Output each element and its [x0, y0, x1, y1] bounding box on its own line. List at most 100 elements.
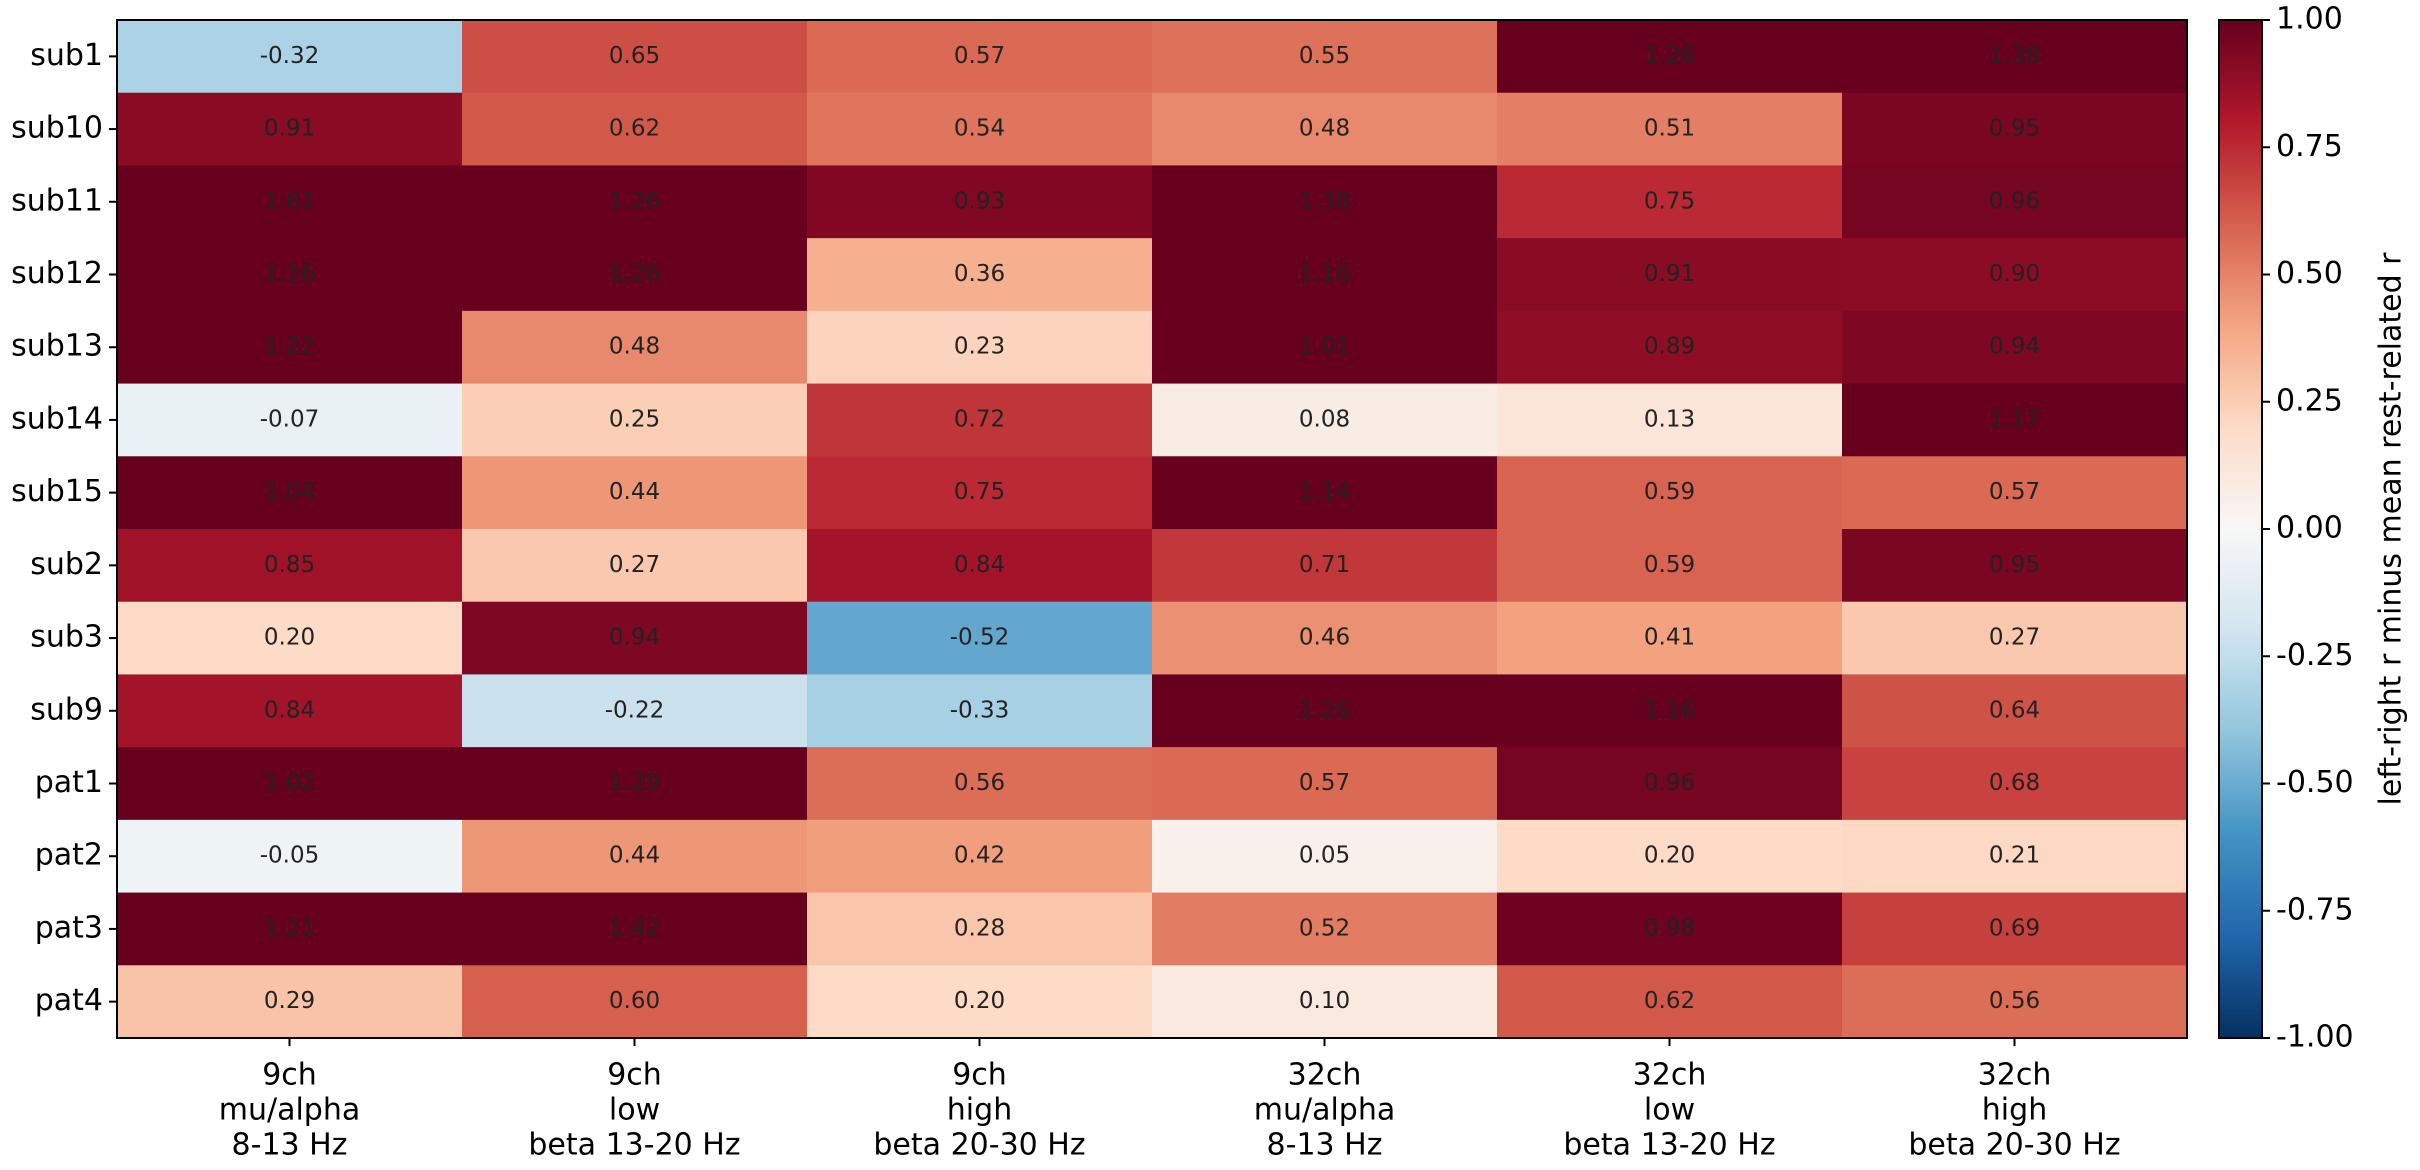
cell-label: 0.57 [1989, 479, 2040, 505]
cell [462, 965, 808, 1039]
cell-label: 0.59 [1644, 479, 1695, 505]
cell [1842, 601, 2188, 675]
y-tick-label: sub14 [11, 401, 103, 436]
cell [1842, 456, 2188, 530]
cell-label: 0.13 [1644, 406, 1695, 432]
cell [1842, 819, 2188, 894]
cell-label: 1.38 [1989, 43, 2040, 69]
cell [117, 238, 463, 312]
cell [807, 601, 1153, 675]
y-tick-label: sub2 [30, 547, 103, 582]
cell [117, 747, 463, 821]
cell-label: 0.84 [954, 552, 1005, 578]
cell-label: 1.22 [264, 334, 315, 360]
cell [807, 165, 1153, 239]
cell [1842, 383, 2188, 457]
cell [1842, 20, 2188, 94]
cell-label: 1.04 [264, 479, 315, 505]
cell [1497, 20, 1843, 94]
cell [807, 20, 1153, 94]
cell [1497, 747, 1843, 821]
x-tick-label: low [1644, 1093, 1695, 1128]
cell [1842, 238, 2188, 312]
cell-label: 1.21 [264, 915, 315, 941]
cell-label: 0.64 [1989, 697, 2040, 723]
cell [117, 892, 463, 966]
cell-label: 1.02 [264, 770, 315, 796]
x-tick-label: high [1982, 1093, 2047, 1128]
cell [1497, 892, 1843, 966]
cell-label: 1.26 [1644, 43, 1695, 69]
cell-label: 1.16 [1644, 697, 1695, 723]
x-tick-label: 32ch [1633, 1058, 1707, 1093]
cell-label: 0.68 [1989, 770, 2040, 796]
cell [807, 456, 1153, 530]
cell-label: 0.62 [1644, 988, 1695, 1014]
cell [1152, 20, 1498, 94]
cell [117, 601, 463, 675]
colorbar-tick-label: -0.25 [2276, 638, 2354, 673]
cell-label: 0.57 [954, 43, 1005, 69]
cell-label: 0.44 [609, 843, 660, 869]
x-tick-label: high [947, 1093, 1012, 1128]
cell-label: 0.95 [1989, 116, 2040, 142]
cell [117, 965, 463, 1039]
cell [462, 92, 808, 166]
cell [462, 383, 808, 457]
cell-label: 0.44 [609, 479, 660, 505]
colorbar-tick-label: -0.75 [2276, 892, 2354, 927]
cell [807, 965, 1153, 1039]
cell-label: 0.62 [609, 116, 660, 142]
cell-label: 0.20 [954, 988, 1005, 1014]
cell-label: 0.56 [954, 770, 1005, 796]
cell [1497, 383, 1843, 457]
cell [462, 238, 808, 312]
cell-label: 1.16 [264, 261, 315, 287]
cell-label: 1.17 [1989, 406, 2040, 432]
cell [462, 20, 808, 94]
cell-label: 1.61 [264, 188, 315, 214]
cell [117, 819, 463, 894]
cell-label: 0.48 [609, 334, 660, 360]
cell [1497, 529, 1843, 603]
cell-label: 0.94 [609, 625, 660, 651]
cell-label: 1.14 [1299, 479, 1350, 505]
y-tick-label: sub11 [11, 183, 103, 218]
colorbar [2218, 19, 2263, 1039]
cell [1152, 892, 1498, 966]
plot-frame [116, 19, 2188, 1039]
cell-label: 0.55 [1299, 43, 1350, 69]
x-tick-label: beta 13-20 Hz [1563, 1128, 1775, 1163]
colorbar-tick-label: 0.75 [2276, 129, 2343, 164]
x-tick-label: 9ch [952, 1058, 1007, 1093]
cell [1842, 674, 2188, 748]
cell-label: 0.41 [1644, 625, 1695, 651]
cell-label: 0.23 [954, 334, 1005, 360]
colorbar-label: left-right r minus mean rest-related r [2374, 252, 2409, 806]
cell [1497, 165, 1843, 239]
cell-label: 0.93 [954, 188, 1005, 214]
cell-label: 1.42 [609, 915, 660, 941]
y-tick-label: sub1 [30, 38, 103, 73]
y-tick-label: sub12 [11, 256, 103, 291]
cell-label: 0.21 [1989, 843, 2040, 869]
cell-label: 0.54 [954, 116, 1005, 142]
cell [462, 674, 808, 748]
cell-label: 0.65 [609, 43, 660, 69]
cell [1497, 674, 1843, 748]
cell [807, 310, 1153, 385]
cell-label: 0.52 [1299, 915, 1350, 941]
cell [1497, 601, 1843, 675]
cell [1152, 165, 1498, 239]
x-tick-label: 32ch [1288, 1058, 1362, 1093]
colorbar-tick-label: 0.50 [2276, 256, 2343, 291]
x-tick-label: 9ch [262, 1058, 317, 1093]
cell-label: -0.05 [260, 843, 320, 869]
cell-label: 0.60 [609, 988, 660, 1014]
cell-label: 0.25 [609, 406, 660, 432]
cell [1152, 674, 1498, 748]
cell [807, 529, 1153, 603]
colorbar-tick-label: 0.25 [2276, 383, 2343, 418]
y-tick-label: pat1 [35, 765, 103, 800]
